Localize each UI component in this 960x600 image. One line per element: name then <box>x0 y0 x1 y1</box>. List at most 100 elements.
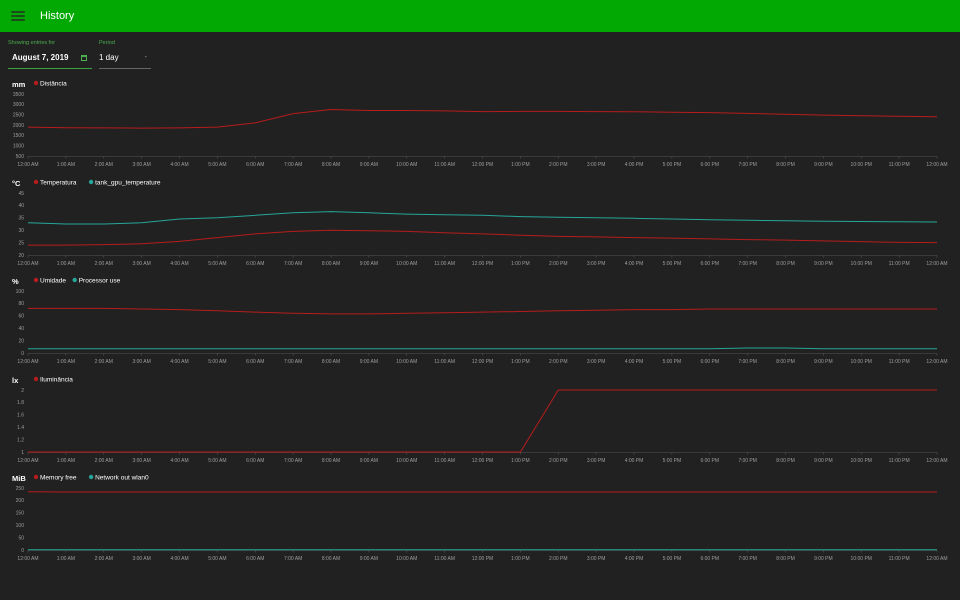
x-tick-label: 5:00 PM <box>663 162 682 168</box>
calendar-icon[interactable] <box>81 55 87 61</box>
x-tick-label: 9:00 AM <box>360 261 378 267</box>
y-tick-label: 2 <box>21 388 24 394</box>
x-tick-label: 7:00 PM <box>738 556 757 562</box>
x-tick-label: 11:00 PM <box>889 556 910 562</box>
menu-icon[interactable] <box>11 11 25 21</box>
y-tick-label: 40 <box>18 326 24 332</box>
x-tick-label: 2:00 PM <box>549 359 568 365</box>
x-tick-label: 2:00 AM <box>95 458 113 464</box>
chart-svg: lx Iluminância 1 1.2 1.4 1.6 1.8 2 12:00 AM 1:00 … <box>12 376 948 464</box>
x-tick-label: 1:00 AM <box>57 261 75 267</box>
x-tick-label: 3:00 PM <box>587 556 606 562</box>
x-tick-label: 5:00 AM <box>208 359 226 365</box>
y-tick-label: 50 <box>18 535 24 541</box>
y-tick-label: 100 <box>16 289 25 295</box>
x-tick-label: 10:00 AM <box>396 261 417 267</box>
axis-unit-label: lx <box>12 376 19 385</box>
y-tick-label: 1.4 <box>17 425 24 431</box>
x-tick-label: 3:00 PM <box>587 458 606 464</box>
x-tick-label: 1:00 AM <box>57 162 75 168</box>
x-tick-label: 5:00 PM <box>663 556 682 562</box>
x-tick-label: 2:00 PM <box>549 458 568 464</box>
x-tick-label: 2:00 AM <box>95 359 113 365</box>
axis-unit-label: °C <box>12 179 21 188</box>
x-tick-label: 8:00 PM <box>776 359 795 365</box>
y-tick-label: 1500 <box>13 133 24 139</box>
x-tick-label: 10:00 PM <box>851 556 872 562</box>
x-tick-label: 6:00 AM <box>246 556 264 562</box>
x-tick-label: 8:00 AM <box>322 162 340 168</box>
x-tick-label: 12:00 AM <box>17 261 38 267</box>
x-tick-label: 6:00 PM <box>700 162 719 168</box>
x-tick-label: 9:00 PM <box>814 458 833 464</box>
axis-unit-label: MiB <box>12 474 26 483</box>
page-title: History <box>40 10 75 22</box>
chart-distance: mm Distância 500 1000 1500 2000 2500 3000 3500 12… <box>0 76 960 172</box>
x-tick-label: 3:00 AM <box>132 162 150 168</box>
series-line <box>28 347 937 350</box>
x-tick-label: 12:00 AM <box>926 261 947 267</box>
y-tick-label: 0 <box>21 351 24 357</box>
x-tick-label: 9:00 PM <box>814 556 833 562</box>
period-select[interactable]: Period 1 day - <box>99 40 151 70</box>
x-tick-label: 1:00 PM <box>511 261 530 267</box>
x-tick-label: 2:00 AM <box>95 162 113 168</box>
x-tick-label: 4:00 AM <box>170 359 188 365</box>
date-picker[interactable]: Showing entries for August 7, 2019 <box>8 40 92 70</box>
x-tick-label: 8:00 AM <box>322 359 340 365</box>
x-tick-label: 6:00 PM <box>700 458 719 464</box>
x-tick-label: 1:00 PM <box>511 359 530 365</box>
x-tick-label: 4:00 AM <box>170 261 188 267</box>
x-tick-label: 12:00 AM <box>17 162 38 168</box>
x-tick-label: 4:00 PM <box>625 458 644 464</box>
x-tick-label: 6:00 AM <box>246 359 264 365</box>
x-tick-label: 11:00 AM <box>434 359 455 365</box>
legend-marker <box>33 80 39 86</box>
chart-svg: MiB Memory free Network out wlan0 0 50 100 150… <box>12 474 948 562</box>
x-tick-label: 11:00 PM <box>889 359 910 365</box>
x-tick-label: 11:00 PM <box>889 261 910 267</box>
x-tick-label: 1:00 AM <box>57 458 75 464</box>
y-tick-label: 20 <box>18 253 24 259</box>
x-tick-label: 10:00 PM <box>851 162 872 168</box>
legend-item: tank_gpu_temperature <box>95 180 161 187</box>
x-tick-label: 9:00 AM <box>360 359 378 365</box>
chart-humidity: % Umidade Processor use 0 20 40 60 80 100 12:00 A… <box>0 273 960 369</box>
x-tick-label: 10:00 AM <box>396 556 417 562</box>
x-tick-label: 9:00 PM <box>814 261 833 267</box>
axis-unit-label: mm <box>12 80 26 89</box>
y-tick-label: 40 <box>18 203 24 209</box>
x-tick-label: 6:00 PM <box>700 556 719 562</box>
x-tick-label: 7:00 PM <box>738 359 757 365</box>
x-tick-label: 1:00 PM <box>511 162 530 168</box>
x-tick-label: 1:00 PM <box>511 556 530 562</box>
y-tick-label: 1000 <box>13 143 24 149</box>
x-tick-label: 5:00 PM <box>663 359 682 365</box>
y-tick-label: 35 <box>18 216 24 222</box>
x-tick-label: 12:00 AM <box>17 458 38 464</box>
x-tick-label: 4:00 PM <box>625 359 644 365</box>
y-tick-label: 3500 <box>13 92 24 98</box>
x-tick-label: 3:00 AM <box>132 556 150 562</box>
x-tick-label: 7:00 AM <box>284 162 302 168</box>
legend-item: Iluminância <box>40 377 73 384</box>
period-select-value: 1 day <box>99 53 119 62</box>
x-tick-label: 11:00 PM <box>889 458 910 464</box>
legend-marker <box>88 179 94 185</box>
x-tick-label: 9:00 AM <box>360 458 378 464</box>
legend-item: Umidade <box>40 278 66 285</box>
x-tick-label: 12:00 AM <box>17 359 38 365</box>
x-tick-label: 1:00 PM <box>511 458 530 464</box>
x-tick-label: 4:00 AM <box>170 556 188 562</box>
x-tick-label: 9:00 PM <box>814 359 833 365</box>
x-tick-label: 6:00 AM <box>246 261 264 267</box>
legend-marker <box>33 277 39 283</box>
x-tick-label: 6:00 PM <box>700 359 719 365</box>
legend-item: Network out wlan0 <box>95 475 149 482</box>
series-line <box>28 229 938 246</box>
x-tick-label: 10:00 PM <box>851 261 872 267</box>
x-tick-label: 6:00 AM <box>246 162 264 168</box>
date-picker-underline <box>8 68 92 69</box>
x-tick-label: 6:00 AM <box>246 458 264 464</box>
x-tick-label: 10:00 AM <box>396 458 417 464</box>
